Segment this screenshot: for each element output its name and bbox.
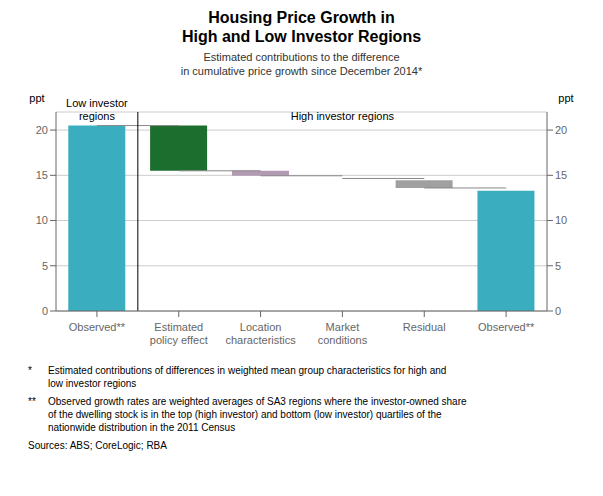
svg-text:0: 0 (42, 305, 48, 317)
svg-text:Marketconditions: Marketconditions (318, 321, 368, 346)
html-text:Sources: ABS; CoreLogic; RBA: Sources: ABS; CoreLogic; RBA (28, 440, 167, 451)
svg-text:5: 5 (555, 260, 561, 272)
html-text:High and Low Investor Regions: High and Low Investor Regions (181, 28, 422, 45)
svg-text:20: 20 (555, 124, 567, 136)
svg-text:Residual: Residual (403, 321, 446, 333)
svg-text:Estimatedpolicy effect: Estimatedpolicy effect (150, 321, 208, 346)
svg-text:Observed**: Observed** (478, 321, 535, 333)
svg-text:ppt: ppt (29, 92, 44, 104)
svg-text:10: 10 (36, 214, 48, 226)
html-text:Estimated contributions to the: Estimated contributions to the differenc… (180, 51, 423, 77)
svg-text:20: 20 (36, 124, 48, 136)
svg-text:10: 10 (555, 214, 567, 226)
svg-text:ppt: ppt (558, 92, 573, 104)
html-text:Observed growth rates are weig: Observed growth rates are weighted avera… (48, 396, 467, 433)
svg-text:Observed**: Observed** (69, 321, 126, 333)
html-text:Estimated contributions of dif: Estimated contributions of differences i… (48, 365, 447, 389)
html-text:Housing Price Growth in: Housing Price Growth in (208, 9, 395, 26)
svg-text:High investor regions: High investor regions (291, 110, 395, 122)
svg-text:0: 0 (555, 305, 561, 317)
svg-text:15: 15 (555, 169, 567, 181)
svg-text:Locationcharacteristics: Locationcharacteristics (225, 321, 296, 346)
svg-text:Low investorregions: Low investorregions (66, 97, 128, 122)
svg-text:5: 5 (42, 260, 48, 272)
svg-text:15: 15 (36, 169, 48, 181)
